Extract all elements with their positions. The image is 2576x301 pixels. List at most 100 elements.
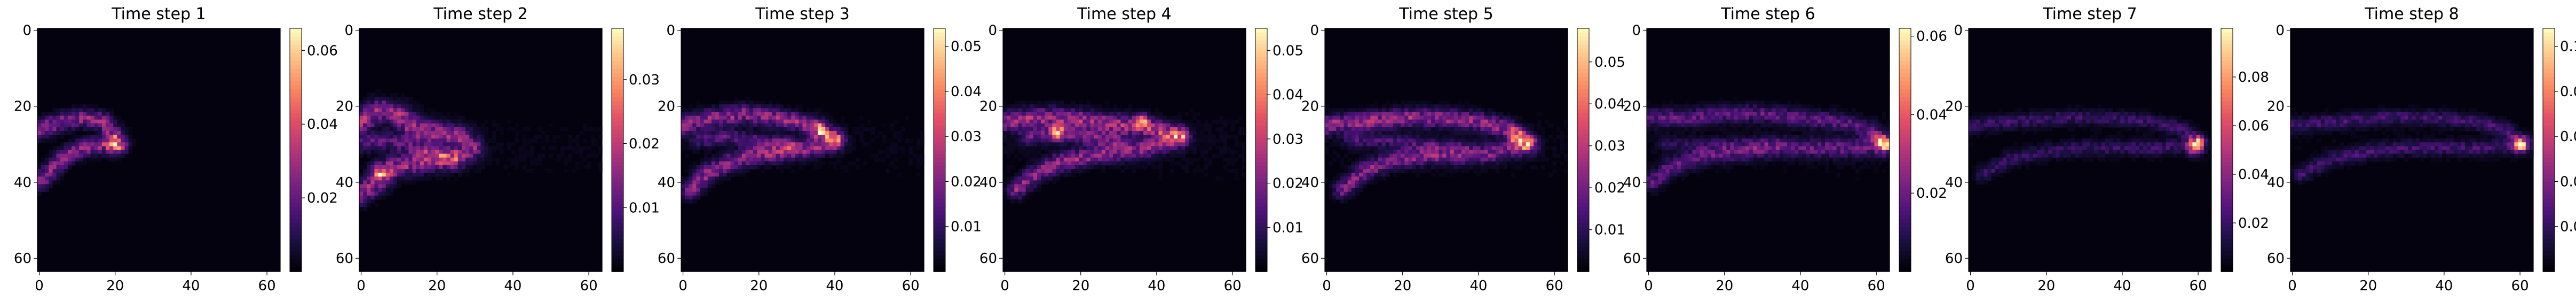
heatmap-cell (689, 199, 693, 204)
heatmap-cell (56, 180, 61, 185)
heatmap-cell (1749, 101, 1753, 105)
heatmap-cell (806, 112, 811, 117)
heatmap-cell (1389, 123, 1394, 128)
heatmap-cell (408, 119, 413, 124)
heatmap-cell (901, 150, 906, 155)
colorbar: 0.020.040.06 (289, 28, 338, 272)
heatmap-cell (1548, 123, 1553, 128)
heatmap-cell (454, 150, 459, 155)
heatmap-cell (1427, 123, 1432, 128)
heatmap-cell (1109, 153, 1113, 158)
heatmap-cell (795, 138, 799, 143)
heatmap-cell (1714, 108, 1719, 113)
colorbar-segment (1255, 32, 1267, 37)
heatmap-cell (86, 115, 91, 120)
heatmap-cell (764, 119, 769, 124)
heatmap-cell (442, 119, 447, 124)
heatmap-cell (836, 146, 841, 151)
heatmap-cell (833, 130, 837, 135)
heatmap-cell (836, 130, 841, 135)
heatmap-cell (1465, 112, 1469, 117)
heatmap-cell (802, 146, 807, 151)
heatmap-cell (1757, 104, 1761, 109)
heatmap-cell (1408, 165, 1413, 169)
heatmap-cell (405, 138, 409, 143)
y-tick-label: 0 (22, 23, 31, 39)
heatmap-cell (1488, 146, 1492, 151)
heatmap-cell (802, 127, 807, 132)
heatmap-cell (1719, 119, 1723, 124)
heatmap-cell (1647, 123, 1651, 128)
heatmap-cell (393, 142, 398, 146)
heatmap-cell (1534, 138, 1538, 143)
heatmap-cell (1457, 150, 1462, 155)
heatmap-cell (1135, 138, 1140, 143)
heatmap-cell (450, 130, 455, 135)
heatmap-cell (681, 146, 685, 151)
heatmap-cell (1105, 150, 1110, 155)
heatmap-cell (1507, 161, 1511, 166)
y-tick-label: 20 (1301, 99, 1319, 115)
heatmap-cell (1048, 135, 1053, 139)
heatmap-cell (1457, 165, 1462, 169)
heatmap-cell (1427, 104, 1432, 109)
heatmap-cell (1063, 138, 1068, 143)
panel-title: Time step 6 (1720, 5, 1815, 24)
heatmap-cell (526, 153, 531, 158)
heatmap-cell (1135, 127, 1140, 132)
heatmap-cell (1665, 123, 1670, 128)
heatmap-cell (1355, 119, 1360, 124)
heatmap-cell (1465, 157, 1469, 162)
heatmap-cell (1870, 119, 1875, 124)
heatmap-cell (1385, 112, 1390, 117)
heatmap-cell (1090, 150, 1095, 155)
heatmap-cell (1003, 184, 1007, 189)
heatmap-cell (1196, 165, 1201, 169)
heatmap-cell (1079, 150, 1083, 155)
heatmap-cell (813, 146, 818, 151)
heatmap-cell (1374, 161, 1379, 166)
heatmap-cell (367, 135, 371, 139)
heatmap-cell (757, 115, 761, 120)
heatmap-cell (1113, 157, 1117, 162)
heatmap-cell (1476, 115, 1481, 120)
heatmap-cell (374, 127, 379, 132)
heatmap-cell (783, 157, 788, 162)
heatmap-cell (1151, 146, 1155, 151)
heatmap-cell (367, 199, 371, 204)
heatmap-cell (1097, 115, 1102, 120)
heatmap-cell (1499, 138, 1504, 143)
heatmap-cell (465, 127, 470, 132)
heatmap-cell (1457, 112, 1462, 117)
colorbar-segment (290, 121, 302, 126)
colorbar-segment (934, 129, 945, 134)
colorbar-segment (290, 259, 302, 264)
heatmap-cell (1692, 112, 1697, 117)
heatmap-cell (1071, 169, 1076, 173)
heatmap-cell (1132, 169, 1136, 173)
heatmap-cell (1457, 138, 1462, 143)
heatmap-cell (1711, 123, 1716, 128)
heatmap-cell (738, 161, 742, 166)
heatmap-cell (1135, 123, 1140, 128)
heatmap-cell (1113, 108, 1117, 113)
heatmap-cell (495, 123, 500, 128)
heatmap-cell (1378, 119, 1382, 124)
heatmap-cell (1650, 119, 1655, 124)
heatmap-cell (484, 146, 489, 151)
heatmap-cell (1473, 104, 1477, 109)
heatmap-cell (685, 169, 689, 173)
heatmap-cell (1775, 112, 1780, 117)
heatmap-cell (1329, 123, 1333, 128)
heatmap-cell (1526, 142, 1530, 146)
heatmap-cell (1431, 112, 1435, 117)
heatmap-cell (109, 138, 114, 143)
heatmap-cell (1791, 119, 1795, 124)
heatmap-cell (1404, 157, 1409, 162)
colorbar-segment (1577, 235, 1589, 240)
heatmap-cell (416, 112, 421, 117)
heatmap-cell (813, 127, 818, 132)
heatmap-cell (1714, 101, 1719, 105)
heatmap-cell (385, 165, 390, 169)
heatmap-cell (825, 153, 829, 158)
